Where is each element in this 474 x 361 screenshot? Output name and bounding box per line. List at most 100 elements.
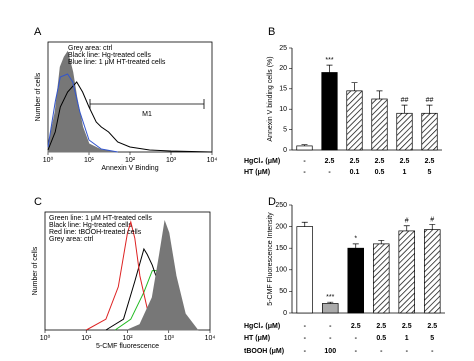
y-axis-label: Number of cells (32, 246, 39, 295)
error-bar (376, 90, 383, 99)
condition-value: - (406, 348, 409, 355)
x-axis-label: 5-CMF fluorescence (96, 343, 159, 350)
error-bar (327, 301, 334, 304)
condition-value: 0.5 (376, 335, 386, 342)
legend-entry: Black line: Hg-treated cells (68, 52, 151, 59)
bar (321, 303, 339, 314)
histogram-curve (127, 220, 199, 331)
condition-value: - (328, 169, 331, 176)
condition-value: 0.5 (375, 169, 385, 176)
panel-letter: A (34, 26, 42, 38)
x-tick-label: 10⁰ (40, 334, 51, 342)
panel-letter: B (268, 26, 275, 38)
condition-value: 1 (405, 335, 409, 342)
y-tick-label: 50 (279, 288, 287, 295)
y-tick-label: 20 (279, 65, 287, 72)
y-axis-label: 5-CMF Fluorescence Intensity (267, 212, 274, 306)
y-tick-label: 15 (279, 86, 287, 93)
bar (347, 247, 365, 314)
condition-value: - (380, 348, 383, 355)
error-bar (301, 144, 308, 146)
condition-label: HT (μM) (244, 335, 270, 342)
legend-entry: Blue line: 1 μM HT-treated cells (68, 59, 166, 66)
error-bar (403, 225, 410, 231)
x-tick-label: 10⁴ (207, 157, 218, 164)
significance: * (354, 236, 357, 243)
bar (398, 230, 416, 314)
condition-value: - (304, 348, 307, 355)
significance: # (405, 218, 409, 225)
condition-value: 2.5 (427, 323, 437, 330)
gate-bracket (89, 99, 205, 109)
legend-entry: Grey area: ctrl (68, 45, 113, 52)
y-tick-label: 0 (283, 310, 287, 317)
condition-value: 2.5 (425, 158, 435, 165)
error-bar (401, 104, 408, 114)
significance: ## (426, 97, 434, 104)
y-tick-label: 200 (275, 223, 287, 230)
panel-letter: C (34, 196, 42, 208)
y-tick-label: 0 (283, 147, 287, 154)
y-axis-label: Number of cells (35, 72, 42, 121)
condition-value: - (304, 335, 307, 342)
condition-value: - (329, 335, 332, 342)
x-tick-label: 10³ (166, 157, 177, 164)
gate-label: M1 (142, 111, 152, 118)
error-bar (351, 82, 358, 91)
histogram-curve (47, 50, 118, 153)
error-bar (301, 221, 308, 227)
condition-label: HT (μM) (244, 169, 270, 176)
error-bar (426, 104, 433, 114)
legend-entry: Green line: 1 μM HT-treated cells (49, 215, 152, 222)
histogram-curve (47, 81, 213, 153)
bar (372, 243, 390, 314)
error-bar (326, 64, 333, 73)
bar (423, 229, 441, 314)
condition-value: 2.5 (376, 323, 386, 330)
y-tick-label: 10 (279, 106, 287, 113)
condition-value: - (355, 348, 358, 355)
condition-value: - (303, 158, 306, 165)
condition-value: - (304, 323, 307, 330)
x-tick-label: 10² (122, 335, 133, 342)
bar (396, 112, 413, 151)
y-tick-label: 100 (275, 267, 287, 274)
condition-value: - (431, 348, 434, 355)
condition-value: - (303, 169, 306, 176)
condition-value: 2.5 (325, 158, 335, 165)
bar (321, 72, 338, 151)
error-bar (352, 243, 359, 249)
condition-value: 2.5 (350, 158, 360, 165)
bar (421, 112, 438, 151)
legend-entry: Black line: Hg-treated cells (49, 222, 132, 229)
legend-entry: Red line: tBOOH-treated cells (49, 229, 142, 236)
x-tick-label: 10¹ (81, 335, 92, 342)
bar (296, 145, 313, 151)
condition-label: HgCl₂ (μM) (244, 323, 280, 330)
bar (346, 90, 363, 151)
error-bar (378, 240, 385, 244)
x-axis-label: Annexin V Binding (101, 165, 158, 172)
condition-value: - (329, 323, 332, 330)
significance: ## (401, 97, 409, 104)
condition-value: 2.5 (402, 323, 412, 330)
condition-value: 5 (428, 169, 432, 176)
y-tick-label: 25 (279, 45, 287, 52)
x-tick-label: 10⁰ (43, 156, 54, 164)
y-tick-label: 250 (275, 202, 287, 209)
x-tick-label: 10⁴ (205, 335, 216, 342)
y-tick-label: 150 (275, 245, 287, 252)
y-tick-label: 5 (283, 126, 287, 133)
significance: # (430, 216, 434, 223)
condition-value: 100 (324, 348, 336, 355)
error-bar (429, 224, 436, 230)
x-tick-label: 10¹ (84, 157, 95, 164)
condition-value: 0.1 (350, 169, 360, 176)
x-tick-label: 10² (125, 157, 136, 164)
condition-value: 2.5 (375, 158, 385, 165)
condition-value: 2.5 (400, 158, 410, 165)
histogram-curve (47, 73, 118, 153)
bar (296, 226, 314, 314)
legend-entry: Grey area: ctrl (49, 236, 94, 243)
condition-label: HgCl₂ (μM) (244, 158, 280, 165)
